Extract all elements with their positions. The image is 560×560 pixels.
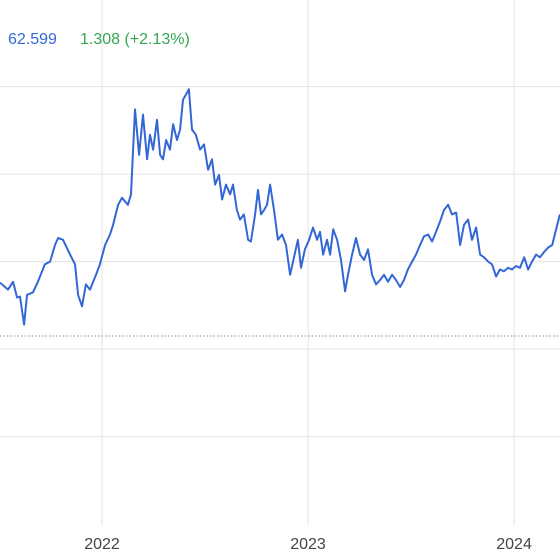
change: 1.308 (+2.13%): [80, 31, 190, 48]
price: 62.599: [8, 31, 57, 48]
x-tick-label: 2024: [496, 536, 532, 553]
x-tick-label: 2023: [290, 536, 326, 553]
x-tick-label: 2022: [84, 536, 120, 553]
price-line: [0, 88, 560, 326]
